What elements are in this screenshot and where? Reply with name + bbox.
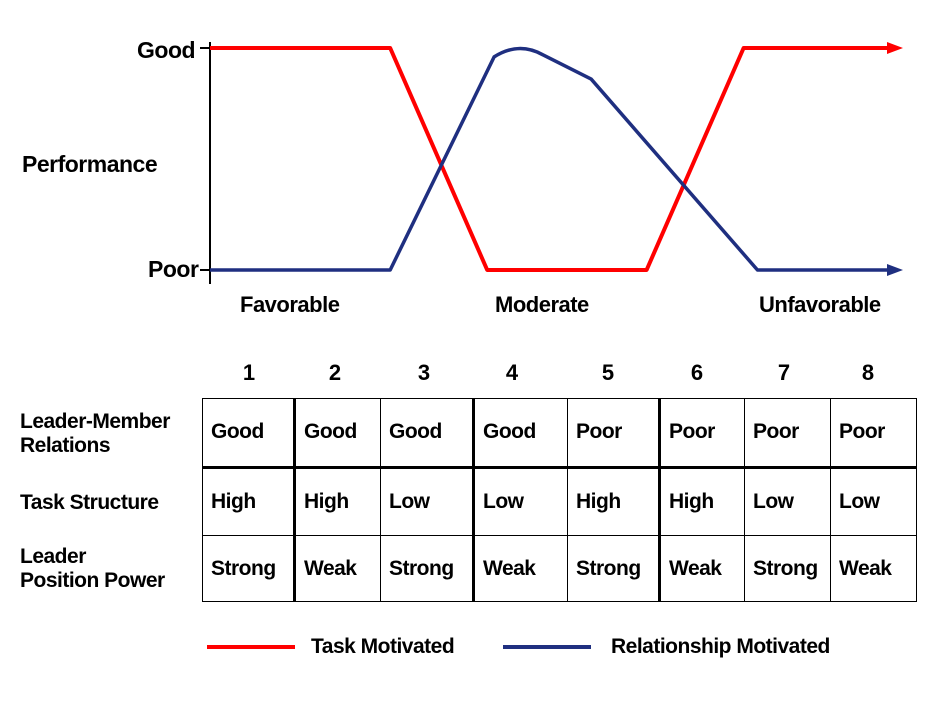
table-cell: Weak bbox=[658, 535, 745, 602]
situation-number: 7 bbox=[777, 360, 791, 385]
legend-label-task: Task Motivated bbox=[311, 635, 455, 658]
table-cell: Good bbox=[472, 398, 568, 469]
table-cell: Poor bbox=[830, 398, 917, 469]
situation-number: 4 bbox=[505, 360, 519, 385]
situation-number: 3 bbox=[417, 360, 431, 385]
table-cell: Strong bbox=[744, 535, 831, 602]
legend-swatch-relationship bbox=[503, 645, 591, 649]
table-row: High High Low Low High High Low Low bbox=[202, 466, 917, 537]
table-cell: Poor bbox=[658, 398, 745, 469]
table-cell: Poor bbox=[744, 398, 831, 469]
x-region-moderate: Moderate bbox=[495, 292, 589, 317]
table-cell: Good bbox=[380, 398, 474, 469]
row-label-leader-position-power: Leader Position Power bbox=[20, 545, 200, 593]
row-label-line: Task Structure bbox=[20, 491, 159, 514]
row-label-task-structure: Task Structure bbox=[20, 491, 200, 515]
situation-number: 5 bbox=[601, 360, 615, 385]
legend-swatch-task bbox=[207, 645, 295, 649]
row-label-line: Position Power bbox=[20, 569, 165, 592]
arrowhead-task bbox=[887, 42, 903, 54]
series-line-relationship-motivated bbox=[210, 46, 893, 272]
y-level-good: Good bbox=[137, 37, 196, 63]
performance-chart bbox=[200, 42, 903, 284]
arrowhead-relationship bbox=[887, 264, 903, 276]
y-level-poor: Poor bbox=[148, 256, 199, 282]
table-cell: Good bbox=[202, 398, 295, 469]
table-cell: Poor bbox=[567, 398, 660, 469]
situation-number: 1 bbox=[242, 360, 256, 385]
table-cell: Low bbox=[744, 466, 831, 537]
x-region-favorable: Favorable bbox=[240, 292, 340, 317]
table-cell: Weak bbox=[830, 535, 917, 602]
table-cell: Good bbox=[293, 398, 381, 469]
situation-table: Good Good Good Good Poor Poor Poor Poor … bbox=[202, 398, 917, 602]
table-cell: Weak bbox=[293, 535, 381, 602]
table-cell: Low bbox=[830, 466, 917, 537]
table-cell: Strong bbox=[202, 535, 295, 602]
y-axis-label: Performance bbox=[22, 151, 158, 177]
row-label-line: Relations bbox=[20, 434, 111, 457]
situation-number: 8 bbox=[861, 360, 875, 385]
table-cell: High bbox=[658, 466, 745, 537]
table-cell: High bbox=[202, 466, 295, 537]
situation-number: 2 bbox=[328, 360, 342, 385]
row-label-line: Leader-Member bbox=[20, 410, 170, 433]
table-cell: Low bbox=[472, 466, 568, 537]
table-row: Strong Weak Strong Weak Strong Weak Stro… bbox=[202, 535, 917, 602]
table-cell: High bbox=[567, 466, 660, 537]
table-cell: Weak bbox=[472, 535, 568, 602]
x-region-unfavorable: Unfavorable bbox=[759, 292, 881, 317]
situation-number: 6 bbox=[690, 360, 704, 385]
table-cell: Strong bbox=[380, 535, 474, 602]
table-cell: Strong bbox=[567, 535, 660, 602]
series-line-task-motivated bbox=[210, 46, 893, 272]
table-cell: High bbox=[293, 466, 381, 537]
table-cell: Low bbox=[380, 466, 474, 537]
legend-task-motivated: Task Motivated bbox=[207, 632, 455, 662]
legend-label-relationship: Relationship Motivated bbox=[611, 635, 830, 658]
table-row: Good Good Good Good Poor Poor Poor Poor bbox=[202, 398, 917, 469]
row-label-leader-member-relations: Leader-Member Relations bbox=[20, 410, 200, 458]
legend-relationship-motivated: Relationship Motivated bbox=[503, 632, 830, 662]
row-label-line: Leader bbox=[20, 545, 86, 568]
